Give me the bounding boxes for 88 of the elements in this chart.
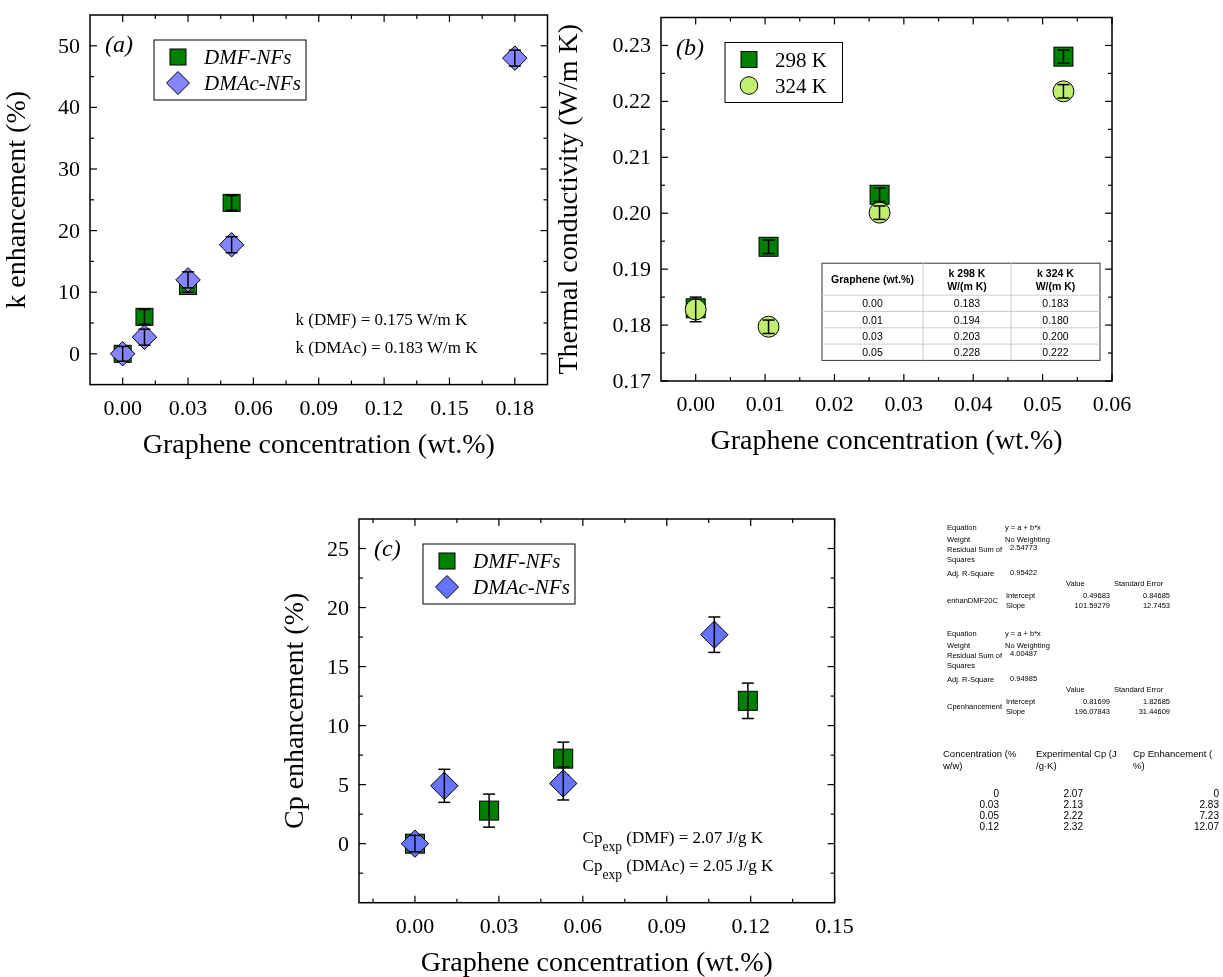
x-axis-title: Graphene concentration (wt.%) (710, 424, 1063, 455)
text: (c) (374, 535, 401, 561)
text: 2.07 (1063, 788, 1084, 799)
x-tick-label: 0.01 (745, 391, 785, 416)
annotation: k (DMAc) = 0.183 W/m K (295, 337, 479, 357)
annotation: 0.203 (953, 329, 981, 342)
text: 12.07 (1193, 821, 1220, 832)
y-axis-title: k enhancement (%) (0, 90, 31, 309)
y-tick-label: 0.23 (612, 32, 651, 58)
y-tick-label: 0.19 (612, 256, 651, 282)
legend-label: DMAc-NFs (203, 71, 301, 95)
x-tick-label: 0.00 (676, 391, 715, 416)
annotation: 0.05 (862, 346, 883, 359)
y-axis-title: Thermal conductivity (W/m K) (552, 23, 583, 375)
text: (b) (676, 33, 704, 60)
annotation: 0.228 (953, 346, 981, 359)
annotation: 0.183 (1042, 297, 1069, 310)
text: 2.32 (1063, 821, 1084, 832)
y-axis-title: Cp enhancement (%) (278, 592, 309, 830)
legend-label: 324 K (775, 73, 827, 98)
text: 2.13 (1063, 799, 1084, 810)
x-tick-label: 0.18 (495, 394, 535, 420)
text: Concentration (% w/w) (942, 748, 1017, 771)
y-tick-label: 20 (58, 217, 80, 243)
y-tick-label: 0.21 (612, 144, 651, 170)
x-tick-label: 0.12 (731, 912, 770, 938)
text: 0.03 (979, 799, 1000, 810)
x-tick-label: 0.09 (299, 394, 338, 420)
x-tick-label: 0.06 (563, 912, 603, 938)
legend-label: DMF-NFs (472, 549, 561, 573)
x-axis-title: Graphene concentration (wt.%) (420, 945, 773, 977)
y-tick-label: 0.18 (612, 312, 651, 338)
x-tick-label: 0.06 (1092, 391, 1132, 416)
y-tick-label: 10 (327, 712, 349, 738)
x-tick-label: 0.02 (815, 391, 854, 416)
annotation: Cp$_{exp}$ (DMAc) = 2.05 J/g K (582, 855, 775, 882)
x-tick-label: 0.04 (953, 391, 993, 416)
text: 7.23 (1199, 810, 1220, 821)
annotation: 0.183 (953, 297, 981, 310)
y-tick-label: 0.17 (612, 368, 651, 393)
annotation: 0.200 (1042, 329, 1069, 342)
annotation: Graphene (wt.%) (831, 273, 914, 286)
x-tick-label: 0.03 (479, 912, 519, 938)
legend-label: DMAc-NFs (472, 575, 570, 599)
y-tick-label: 5 (338, 771, 349, 797)
x-tick-label: 0.00 (395, 912, 435, 938)
y-tick-label: 0.22 (612, 88, 651, 114)
x-tick-label: 0.15 (815, 912, 854, 938)
text: Experimental Cp (J /g·K) (1036, 748, 1118, 771)
text: 0.05 (979, 810, 1000, 821)
y-tick-label: 15 (327, 653, 349, 679)
text: 0.12 (979, 821, 1000, 832)
y-tick-label: 50 (58, 32, 80, 58)
legend-label: DMF-NFs (203, 45, 292, 69)
y-tick-label: 0 (69, 340, 80, 366)
x-tick-label: 0.03 (168, 394, 208, 420)
x-tick-label: 0.05 (1023, 391, 1062, 416)
annotation: 0.01 (862, 313, 883, 326)
x-tick-label: 0.06 (234, 394, 273, 420)
x-axis-title: Graphene concentration (wt.%) (142, 427, 495, 459)
annotation: 0.00 (862, 297, 883, 310)
text: Cp Enhancement ( %) (1133, 748, 1214, 771)
annotation: 0.180 (1042, 313, 1069, 326)
annotation: 0.222 (1042, 346, 1069, 359)
y-tick-label: 0 (338, 830, 349, 856)
text: (a) (105, 31, 133, 57)
x-tick-label: 0.03 (884, 391, 924, 416)
annotation: k (DMF) = 0.175 W/m K (295, 309, 468, 329)
text: 2.83 (1199, 799, 1220, 810)
x-tick-label: 0.09 (647, 912, 686, 938)
y-tick-label: 30 (58, 156, 80, 181)
x-tick-label: 0.15 (430, 394, 469, 420)
annotation: k 298 K W/(m K) (947, 267, 987, 293)
y-tick-label: 40 (58, 94, 80, 120)
y-tick-label: 25 (327, 535, 349, 561)
annotation: k 324 K W/(m K) (1035, 267, 1076, 293)
text: 0 (1213, 788, 1220, 799)
x-tick-label: 0.00 (103, 394, 142, 420)
annotation: Cp$_{exp}$ (DMF) = 2.07 J/g K (582, 827, 764, 854)
y-tick-label: 0.20 (612, 200, 651, 226)
annotation: 0.03 (862, 329, 883, 342)
text: 0 (993, 788, 1000, 799)
x-tick-label: 0.12 (364, 394, 404, 420)
annotation: 0.194 (953, 313, 981, 326)
text: 2.22 (1063, 810, 1084, 821)
legend-label: 298 K (775, 47, 827, 72)
y-tick-label: 10 (58, 279, 80, 305)
y-tick-label: 20 (327, 594, 349, 620)
